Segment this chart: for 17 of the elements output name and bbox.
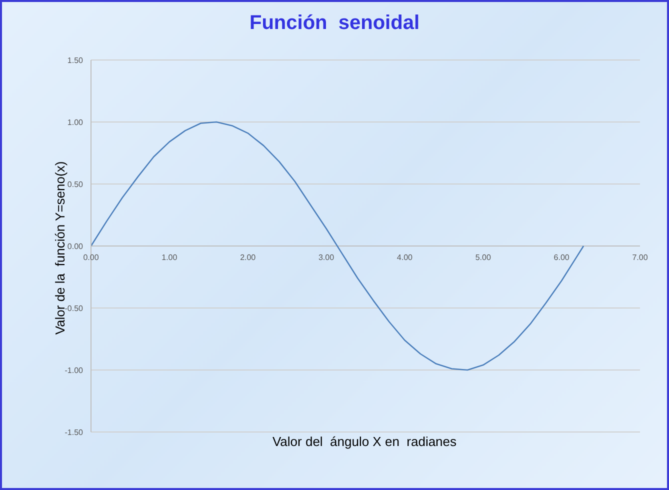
x-tick-label: 3.00 [318,253,335,262]
y-tick-label: 0.00 [67,242,84,251]
y-tick-label: -1.00 [64,366,84,375]
x-tick-label: 4.00 [396,253,414,262]
y-tick-label: 1.50 [67,56,84,65]
x-tick-label: 1.00 [162,253,178,262]
chart-title: Función senoidal [248,12,420,35]
x-tick-label: 2.00 [240,253,256,262]
y-tick-label: 0.50 [67,180,84,189]
x-tick-label: 0.00 [83,253,100,262]
y-tick-label: -0.50 [64,304,84,313]
y-tick-label: -1.50 [64,428,84,437]
y-tick-label: 1.00 [67,118,84,127]
x-tick-label: 5.00 [475,253,492,262]
x-tick-label: 6.00 [554,253,570,262]
x-tick-label: 7.00 [632,253,648,262]
x-axis-title: Valor del ángulo X en radianes [272,434,457,449]
